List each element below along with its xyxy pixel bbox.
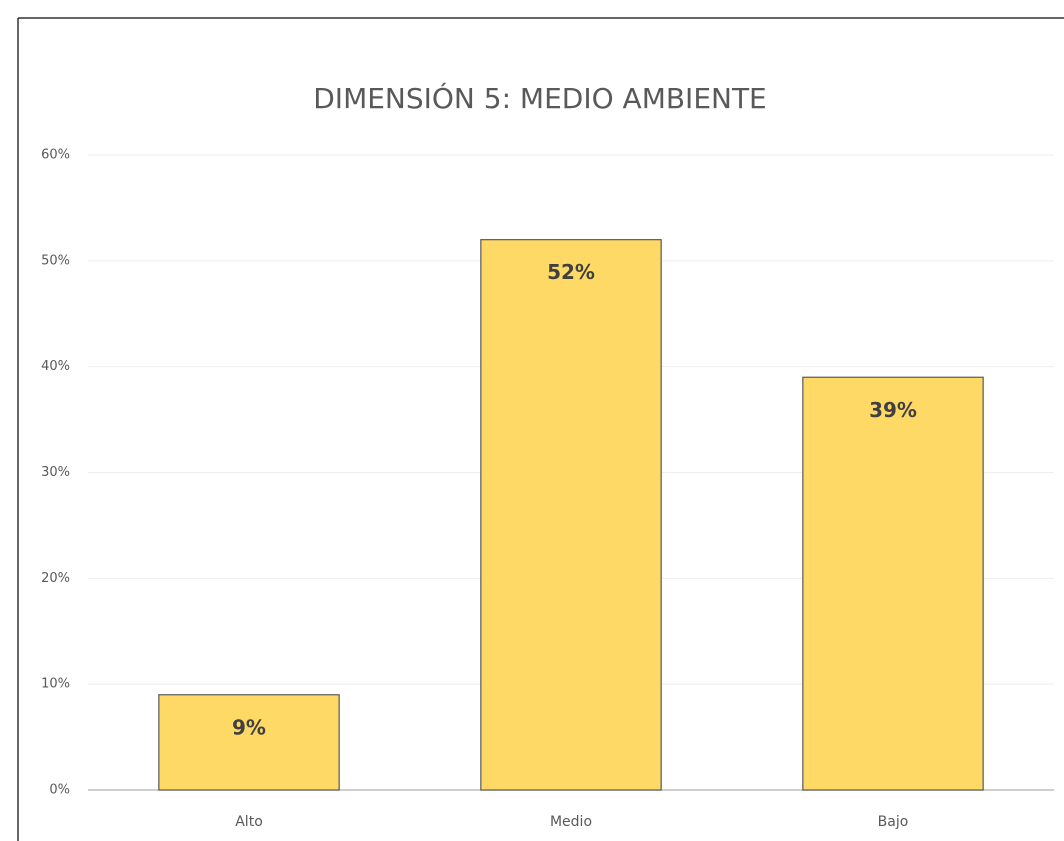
- x-tick-label: Medio: [550, 814, 592, 830]
- y-tick-label: 30%: [41, 465, 70, 480]
- x-tick-label: Alto: [235, 814, 263, 830]
- bar: [802, 376, 984, 791]
- y-tick-label: 40%: [41, 359, 70, 374]
- data-label: 9%: [232, 715, 266, 739]
- x-tick-label: Bajo: [878, 814, 909, 830]
- y-tick-label: 0%: [49, 783, 70, 798]
- data-label: 52%: [547, 260, 595, 284]
- y-tick-label: 60%: [41, 148, 70, 163]
- chart-title: DIMENSIÓN 5: MEDIO AMBIENTE: [313, 81, 767, 115]
- y-tick-label: 50%: [41, 253, 70, 268]
- bar: [158, 694, 340, 791]
- bar: [480, 239, 662, 791]
- y-tick-label: 10%: [41, 677, 70, 692]
- data-label: 39%: [869, 398, 917, 422]
- y-tick-label: 20%: [41, 571, 70, 586]
